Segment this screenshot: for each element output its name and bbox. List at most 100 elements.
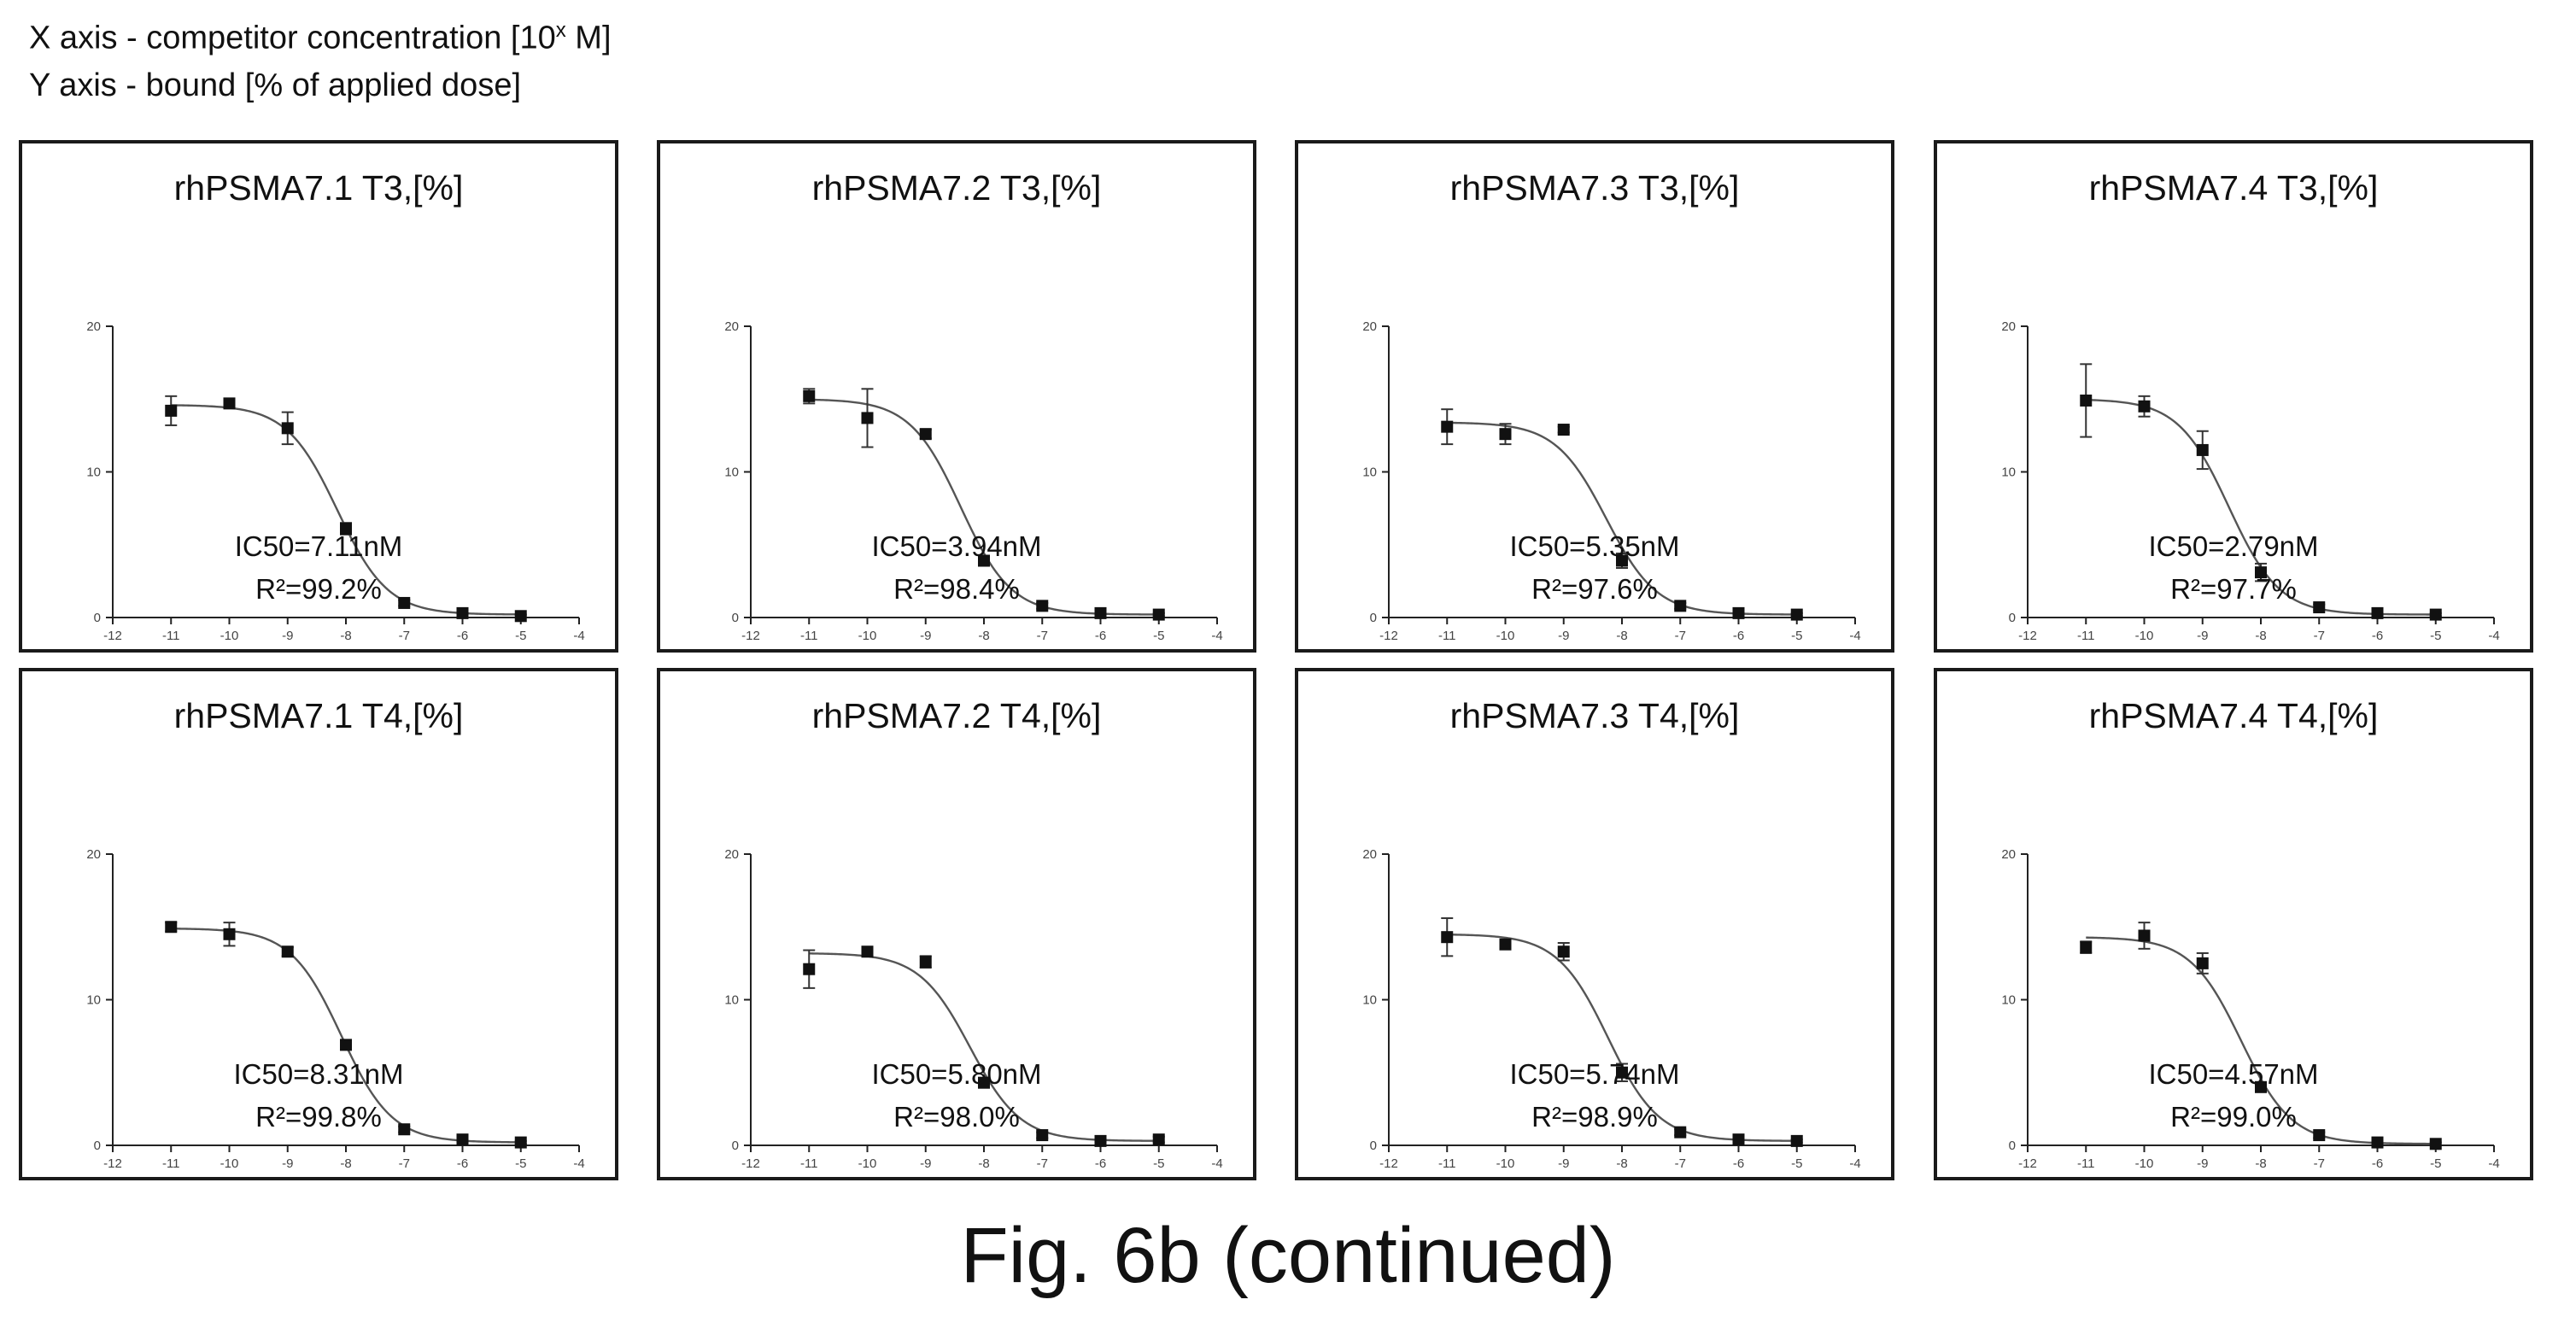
data-point (1094, 606, 1107, 619)
r-squared-label: R²=97.6% (1531, 573, 1658, 605)
chart-title: rhPSMA7.3 T4,[%] (1449, 696, 1740, 735)
data-point (1674, 1126, 1687, 1139)
y-tick-label: 0 (1370, 611, 1377, 625)
data-point (1790, 1134, 1803, 1147)
y-tick-label: 20 (2001, 847, 2016, 862)
x-tick-label: -10 (1496, 1156, 1515, 1171)
y-tick-label: 10 (1362, 465, 1377, 480)
data-point (1499, 428, 1512, 441)
data-point (919, 956, 932, 969)
x-tick-label: -4 (2488, 1156, 2499, 1171)
data-point (1441, 931, 1454, 944)
x-tick-label: -5 (515, 1156, 526, 1171)
chart-panel: rhPSMA7.3 T3,[%] -12 -11 -10 -9 -8 -7 -6 -5 -4 0 10… (1295, 140, 1894, 653)
y-tick-label: 0 (732, 1139, 739, 1153)
chart-panel: rhPSMA7.1 T4,[%] -12 -11 -10 -9 -8 -7 -6 -5 -4 0 10… (19, 668, 618, 1180)
ic50-label: IC50=7.11nM (234, 530, 403, 562)
x-tick-label: -5 (1153, 1156, 1164, 1171)
chart-plot: -12 -11 -10 -9 -8 -7 -6 -5 -4 0 10 20 (1362, 319, 1860, 643)
x-tick-label: -11 (162, 629, 180, 643)
x-tick-label: -12 (103, 1156, 122, 1171)
x-tick-label: -8 (2255, 1156, 2266, 1171)
chart-title: rhPSMA7.4 T3,[%] (2088, 168, 2379, 208)
x-tick-label: -8 (2255, 629, 2266, 643)
data-point (978, 1076, 990, 1089)
r-squared-label: R²=99.8% (255, 1101, 382, 1133)
x-tick-label: -8 (1616, 1156, 1627, 1171)
x-tick-label: -4 (573, 1156, 584, 1171)
x-tick-label: -10 (1496, 629, 1515, 643)
data-point (1732, 606, 1745, 619)
x-tick-label: -7 (2314, 629, 2325, 643)
y-tick-label: 20 (2001, 319, 2016, 334)
x-tick-label: -12 (103, 629, 122, 643)
data-point (919, 428, 932, 441)
data-point (456, 606, 469, 619)
data-point (2138, 400, 2151, 413)
data-point (2138, 929, 2151, 942)
x-tick-label: -4 (1211, 1156, 1222, 1171)
x-tick-label: -8 (340, 629, 351, 643)
x-tick-label: -9 (1558, 1156, 1569, 1171)
x-tick-label: -5 (2430, 1156, 2441, 1171)
x-tick-label: -12 (741, 629, 760, 643)
ic50-label: IC50=3.94nM (871, 530, 1042, 562)
data-point (1674, 600, 1687, 612)
y-tick-label: 20 (86, 847, 101, 862)
data-point (2080, 941, 2093, 954)
x-tick-label: -10 (858, 629, 877, 643)
chart-plot: -12 -11 -10 -9 -8 -7 -6 -5 -4 0 10 20 (86, 319, 584, 643)
y-tick-label: 10 (724, 465, 739, 480)
data-point (1616, 1066, 1628, 1079)
chart-plot: -12 -11 -10 -9 -8 -7 -6 -5 -4 0 10 20 (86, 847, 584, 1171)
x-tick-label: -6 (2372, 629, 2383, 643)
chart-title: rhPSMA7.3 T3,[%] (1449, 168, 1740, 208)
x-tick-label: -9 (282, 1156, 293, 1171)
data-point (2080, 394, 2093, 407)
data-point (1557, 945, 1570, 958)
data-point (165, 921, 178, 934)
chart-title: rhPSMA7.2 T4,[%] (811, 696, 1102, 735)
x-tick-label: -5 (1791, 629, 1802, 643)
x-tick-label: -6 (457, 629, 468, 643)
r-squared-label: R²=98.0% (893, 1101, 1020, 1133)
data-point (2313, 601, 2326, 614)
data-point (165, 404, 178, 417)
x-tick-label: -5 (1153, 629, 1164, 643)
data-point (861, 412, 874, 424)
x-tick-label: -5 (1791, 1156, 1802, 1171)
data-point (2429, 1138, 2442, 1150)
x-tick-label: -11 (800, 629, 818, 643)
x-tick-label: -7 (1037, 629, 1048, 643)
x-tick-label: -4 (1849, 629, 1860, 643)
x-tick-label: -9 (1558, 629, 1569, 643)
data-point (978, 554, 990, 567)
data-point (2429, 608, 2442, 621)
y-tick-label: 0 (94, 611, 101, 625)
y-tick-label: 0 (1370, 1139, 1377, 1153)
x-tick-label: -5 (515, 629, 526, 643)
ic50-label: IC50=8.31nM (233, 1058, 404, 1090)
x-axis-legend-prefix: X axis - competitor concentration [10 (29, 20, 556, 56)
data-point (223, 397, 236, 410)
x-tick-label: -9 (2197, 1156, 2208, 1171)
x-tick-label: -11 (1438, 629, 1456, 643)
x-tick-label: -4 (1849, 1156, 1860, 1171)
x-tick-label: -9 (920, 629, 931, 643)
y-tick-label: 0 (2009, 1139, 2016, 1153)
x-tick-label: -6 (1095, 1156, 1106, 1171)
ic50-label: IC50=2.79nM (2148, 530, 2319, 562)
chart-plot: -12 -11 -10 -9 -8 -7 -6 -5 -4 0 10 20 (2001, 319, 2499, 643)
chart-title: rhPSMA7.1 T3,[%] (173, 168, 464, 208)
data-point (1094, 1134, 1107, 1147)
x-tick-label: -10 (2135, 1156, 2154, 1171)
x-axis-legend-suffix: M] (565, 20, 612, 56)
r-squared-label: R²=98.4% (893, 573, 1020, 605)
y-tick-label: 0 (732, 611, 739, 625)
r-squared-label: R²=98.9% (1531, 1101, 1658, 1133)
x-tick-label: -4 (1211, 629, 1222, 643)
x-tick-label: -7 (1675, 1156, 1686, 1171)
x-tick-label: -6 (1733, 629, 1744, 643)
ic50-label: IC50=5.80nM (871, 1058, 1042, 1090)
y-tick-label: 20 (1362, 319, 1377, 334)
